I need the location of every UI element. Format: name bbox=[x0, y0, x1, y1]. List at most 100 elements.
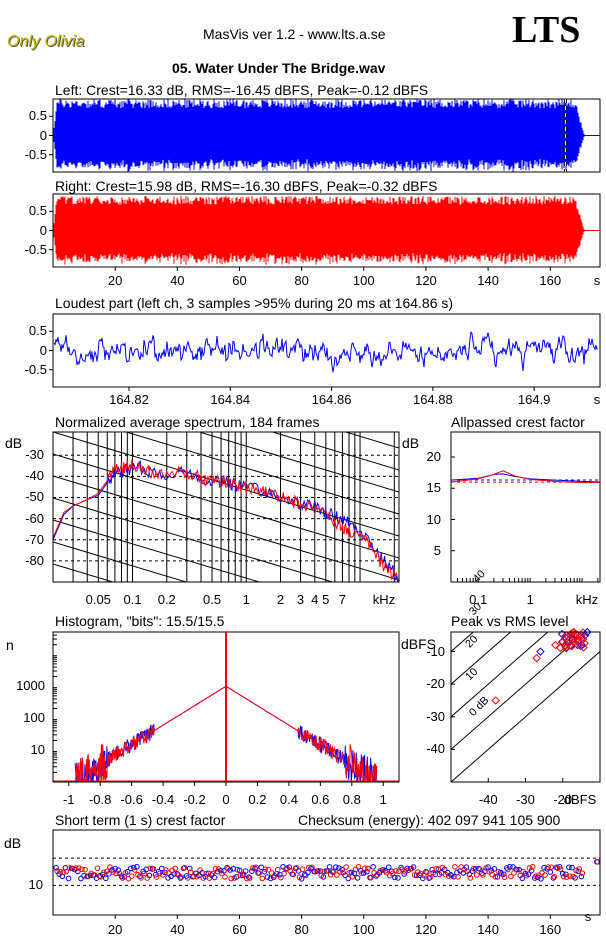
short-crest-left-point bbox=[547, 869, 554, 875]
short-crest-right-point bbox=[346, 869, 353, 876]
right-wave-xtick-label: 20 bbox=[107, 273, 123, 288]
spectrum-right-curve bbox=[53, 459, 399, 582]
right-wave-xtick-label: 60 bbox=[232, 273, 247, 288]
short-crest-left-point bbox=[569, 864, 575, 871]
peak-rms-diagonal-label: 10 bbox=[463, 666, 480, 683]
right-wave-xtick-label: 80 bbox=[294, 273, 309, 288]
short-crest-left-point bbox=[320, 874, 327, 880]
short-crest-left-point bbox=[264, 874, 271, 880]
short-crest-right-point bbox=[153, 874, 160, 880]
short-crest-right-point bbox=[343, 864, 349, 870]
short-crest-left-point bbox=[75, 868, 81, 875]
short-crest-left-point bbox=[326, 864, 333, 870]
short-crest-left-point bbox=[466, 871, 473, 878]
spectrum-slope bbox=[124, 432, 399, 515]
short-crest-frame bbox=[52, 829, 601, 916]
short-crest-right-point bbox=[150, 866, 157, 872]
spectrum-slope bbox=[53, 278, 399, 382]
short-crest-left-point bbox=[186, 865, 193, 872]
short-crest-left-point bbox=[177, 875, 184, 881]
short-crest-right-point bbox=[476, 866, 483, 872]
spectrum-slope bbox=[53, 541, 188, 582]
short-crest-left-point bbox=[308, 865, 314, 872]
short-crest-left-point bbox=[236, 867, 243, 874]
spectrum-ytick-label: -60 bbox=[25, 510, 44, 526]
short-crest-right-point bbox=[427, 874, 433, 881]
short-crest-left-point bbox=[174, 871, 181, 877]
histogram-xtick-label: 0.4 bbox=[279, 792, 298, 807]
spectrum-xtick-label: 4 bbox=[311, 592, 319, 607]
short-crest-right-point bbox=[352, 866, 359, 873]
short-crest-left-point bbox=[221, 868, 227, 874]
short-crest-xtick-label: 60 bbox=[232, 922, 247, 937]
peak-rms-ytick-label: -30 bbox=[426, 708, 445, 724]
short-crest-left-point bbox=[59, 873, 66, 880]
short-crest-left-point bbox=[566, 864, 572, 871]
short-crest-right-point bbox=[508, 873, 514, 880]
short-crest-right-point bbox=[334, 872, 340, 878]
app-title: MasVis ver 1.2 - www.lts.a.se bbox=[203, 26, 386, 42]
spectrum-ytick-label: -50 bbox=[25, 489, 44, 505]
short-crest-right-point bbox=[94, 865, 101, 871]
short-crest-left-point bbox=[550, 875, 557, 881]
loudest-xtick-label: 164.88 bbox=[412, 392, 453, 407]
short-crest-left-point bbox=[494, 874, 501, 880]
spectrum-ytick-label: -30 bbox=[25, 447, 44, 463]
short-crest-left-point bbox=[525, 871, 532, 877]
spectrum-xtick-label: 5 bbox=[322, 592, 330, 607]
short-crest-left-point bbox=[329, 869, 336, 875]
peak-rms-cluster-point bbox=[557, 637, 567, 647]
histogram-xtick-label: 0.6 bbox=[311, 792, 330, 807]
short-crest-right-point bbox=[265, 866, 272, 873]
short-crest-left-point bbox=[364, 868, 370, 875]
peak-rms-ytick-label: -20 bbox=[426, 676, 445, 692]
short-crest-right-point bbox=[253, 864, 259, 871]
spectrum-slope bbox=[53, 497, 335, 582]
short-crest-right-point bbox=[63, 868, 70, 875]
short-crest-left-point bbox=[507, 864, 513, 870]
histogram-ytick-label: 1000 bbox=[16, 678, 45, 694]
short-crest-left-point bbox=[578, 873, 585, 880]
short-crest-right-point bbox=[163, 867, 169, 873]
peak-rms-ytick-label: -10 bbox=[426, 643, 445, 659]
histogram-ytick-label: 100 bbox=[23, 710, 45, 726]
histogram-xtick-label: -0.6 bbox=[120, 792, 143, 807]
short-crest-right-point bbox=[411, 872, 418, 878]
short-crest-left-point bbox=[96, 873, 103, 879]
short-crest-xtick-label: 20 bbox=[107, 922, 123, 937]
spectrum-slope bbox=[197, 432, 399, 493]
right-wave-ytick-label: 0 bbox=[39, 222, 47, 238]
short-crest-left-point bbox=[410, 864, 417, 870]
checksum-label: Checksum (energy): 402 097 941 105 900 bbox=[298, 812, 561, 828]
short-crest-right-point bbox=[268, 870, 275, 876]
spectrum-xtick-label: 2 bbox=[276, 592, 285, 607]
short-crest-right-point bbox=[181, 864, 188, 871]
loudest-xtick-label: 164.84 bbox=[210, 392, 251, 407]
short-crest-left-point bbox=[211, 874, 218, 881]
short-crest-right-point bbox=[100, 869, 107, 876]
short-crest-left-point bbox=[239, 872, 246, 879]
short-crest-right-point bbox=[281, 870, 287, 877]
short-crest-right-point bbox=[278, 874, 284, 881]
short-crest-xtick-label: 80 bbox=[294, 922, 309, 937]
short-crest-left-point bbox=[423, 868, 429, 875]
spectrum-xtick-label: 7 bbox=[338, 592, 347, 607]
histogram-xtick-label: -0.4 bbox=[151, 792, 175, 807]
spectrum-ylabel: dB bbox=[5, 435, 23, 451]
peak-rms-xtick-label: -30 bbox=[516, 792, 535, 807]
short-crest-right-point bbox=[76, 865, 82, 871]
short-crest-left-point bbox=[342, 872, 348, 879]
short-crest-left-point bbox=[218, 867, 224, 874]
short-crest-ytick-label: 10 bbox=[28, 877, 43, 893]
right-wave-xunit: s bbox=[593, 273, 601, 288]
short-crest-right-point bbox=[172, 865, 179, 872]
short-crest-right-point bbox=[424, 869, 430, 876]
short-crest-xunit: s bbox=[584, 909, 592, 924]
right-wave-title: Right: Crest=15.98 dB, RMS=-16.30 dBFS, … bbox=[55, 178, 438, 194]
loudest-xtick-label: 164.9 bbox=[517, 392, 551, 407]
peak-rms-point bbox=[536, 647, 545, 656]
allpassed-ytick-label: 20 bbox=[426, 449, 441, 464]
brand-label: Only Olivia bbox=[7, 33, 85, 50]
short-crest-right-point bbox=[57, 868, 64, 875]
short-crest-left-point bbox=[252, 865, 258, 872]
